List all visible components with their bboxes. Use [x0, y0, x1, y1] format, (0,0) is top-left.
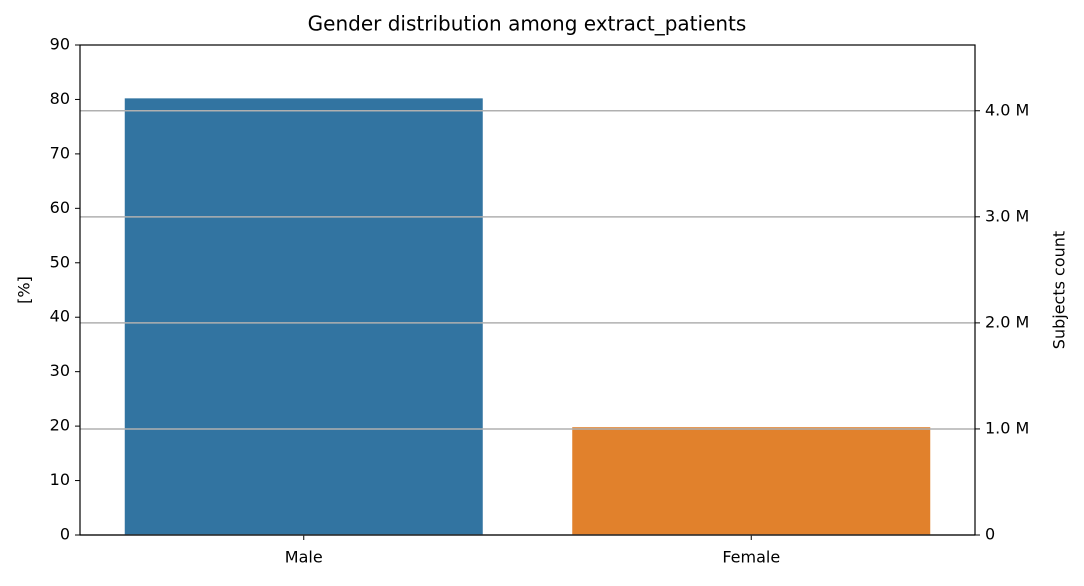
bar [124, 98, 483, 535]
y2-tick-label: 4.0 M [985, 100, 1029, 119]
y2-axis-label: Subjects count [1050, 231, 1069, 349]
y-tick-label: 10 [50, 470, 70, 489]
y-axis-label: [%] [15, 276, 34, 304]
y2-tick-label: 1.0 M [985, 418, 1029, 437]
y-tick-label: 70 [50, 143, 70, 162]
x-tick-label: Male [285, 548, 323, 567]
y-tick-label: 0 [60, 525, 70, 544]
y-tick-label: 50 [50, 252, 70, 271]
plot-frame [79, 44, 976, 536]
x-tick-label: Female [722, 548, 780, 567]
y2-tick-label: 3.0 M [985, 206, 1029, 225]
y2-tick-label: 2.0 M [985, 312, 1029, 331]
y-tick-label: 80 [50, 89, 70, 108]
y-tick-label: 40 [50, 307, 70, 326]
y2-tick-label: 0 [985, 525, 995, 544]
chart-title: Gender distribution among extract_patien… [308, 12, 747, 36]
bar [572, 427, 931, 535]
y-tick-label: 90 [50, 35, 70, 54]
y-tick-label: 60 [50, 198, 70, 217]
y-tick-label: 20 [50, 416, 70, 435]
y-tick-label: 30 [50, 361, 70, 380]
